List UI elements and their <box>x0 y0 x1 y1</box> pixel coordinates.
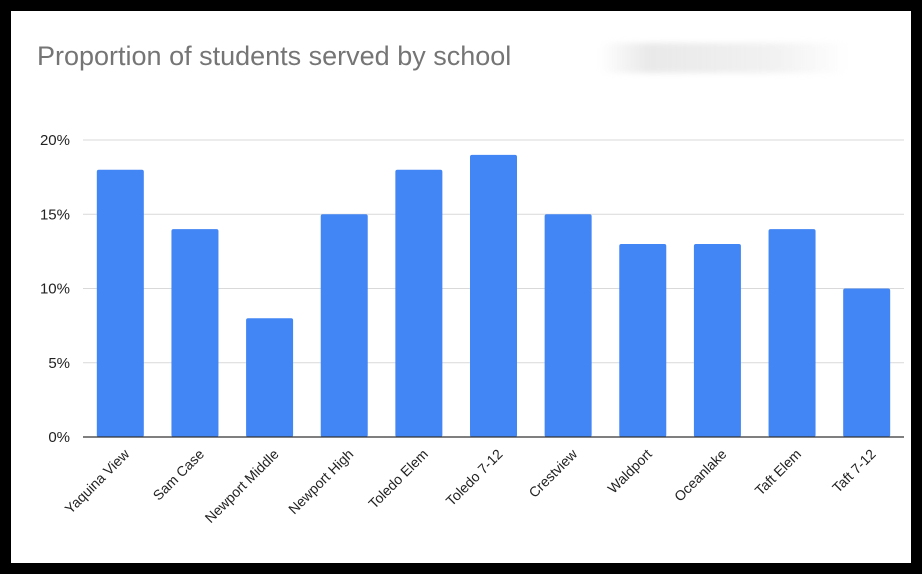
bar <box>843 288 891 437</box>
bar <box>693 243 741 437</box>
bars <box>96 154 891 437</box>
y-tick-label: 10% <box>40 281 70 298</box>
bar <box>395 169 443 437</box>
bar-chart: 0%5%10%15%20% Yaquina View Sam CaseNewpor… <box>40 132 904 526</box>
x-tick-label: Toledo 7-12 <box>443 446 506 509</box>
chart-title: Proportion of students served by school <box>37 41 512 71</box>
bar <box>544 214 592 437</box>
y-tick-label: 0% <box>48 429 70 446</box>
x-tick-label: Toledo Elem <box>365 446 431 512</box>
bar <box>619 243 667 437</box>
x-tick-label: Sam Case <box>150 446 208 504</box>
bar <box>470 154 517 437</box>
x-tick-label: Newport Middle <box>202 446 282 526</box>
y-tick-label: 20% <box>40 132 70 149</box>
x-tick-label: Newport High <box>285 446 356 517</box>
bar <box>320 214 368 437</box>
bar <box>96 169 144 437</box>
y-tick-label: 15% <box>40 206 70 223</box>
bar <box>246 318 294 437</box>
bar <box>768 229 816 437</box>
x-tick-label: Oceanlake <box>671 446 730 505</box>
x-tick-label: Yaquina View <box>61 445 133 517</box>
chart-frame: Proportion of students served by school … <box>11 11 911 563</box>
x-tick-label: Taft 7-12 <box>829 446 879 496</box>
y-tick-label: 5% <box>48 355 70 372</box>
x-tick-label: Taft Elem <box>752 446 805 499</box>
title-smudge <box>599 43 849 73</box>
bar <box>171 229 219 437</box>
y-tick-labels: 0% 5% 10% 15% 20% <box>40 132 70 446</box>
x-tick-label: Crestview <box>525 445 580 500</box>
x-tick-label: Waldport <box>604 446 655 497</box>
